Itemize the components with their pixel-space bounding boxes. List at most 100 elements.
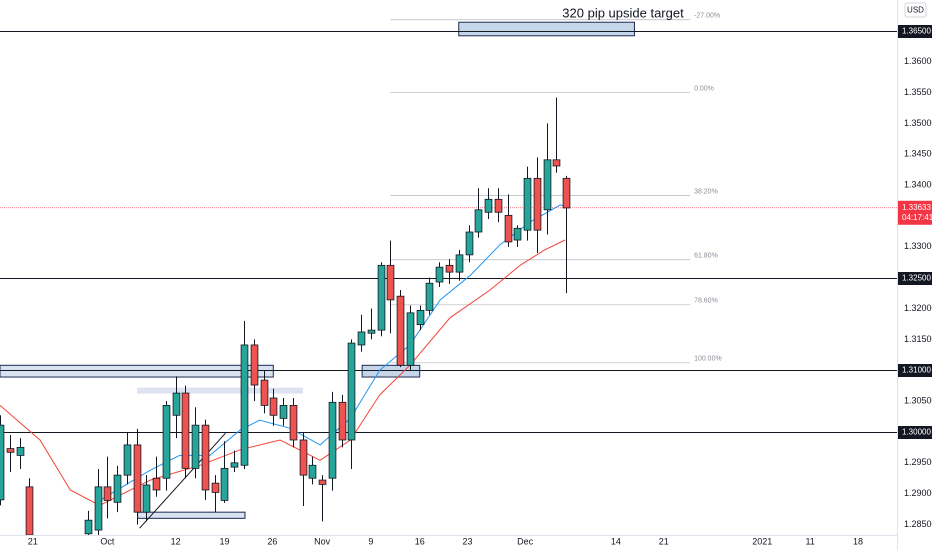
countdown-label: 04:17:41 <box>902 213 932 222</box>
candle-body <box>299 439 308 476</box>
last-price-box <box>898 200 932 225</box>
candle-body <box>142 484 151 513</box>
candle-body <box>0 424 5 501</box>
y-tick-label: 1.35000 <box>904 118 932 128</box>
x-tick-label: 21 <box>659 536 669 546</box>
x-tick-label: Nov <box>314 536 331 546</box>
price-label: 1.31000 <box>902 366 931 375</box>
candle-body <box>308 464 317 479</box>
y-tick-label: 1.28500 <box>904 519 932 529</box>
candle-body <box>425 282 434 311</box>
axes: 1.28500 1.29000 1.29500 1.30500 1.31500 1.320… <box>28 25 932 546</box>
candle-body <box>484 198 493 213</box>
zone <box>458 21 635 37</box>
y-tick-label: 1.34000 <box>904 179 932 189</box>
y-tick-label: 1.30500 <box>904 395 932 405</box>
x-tick-label: 18 <box>853 536 863 546</box>
candle-body <box>220 467 229 501</box>
candle-body <box>543 159 552 211</box>
candle-body <box>474 209 483 233</box>
candle-body <box>338 401 347 441</box>
y-tick-label: 1.34500 <box>904 149 932 159</box>
trendline <box>139 432 226 529</box>
candle-body <box>465 231 474 256</box>
candle-body <box>211 482 220 493</box>
candle-body <box>240 344 249 466</box>
candle-body <box>260 379 269 406</box>
candle-body <box>406 312 415 366</box>
candle-body <box>494 198 503 213</box>
fib-label: 61.80% <box>694 253 718 260</box>
candle-body <box>16 446 25 456</box>
y-tick-label: 1.33000 <box>904 241 932 251</box>
candle-body <box>162 405 171 479</box>
fib-label: 100.00% <box>694 356 722 363</box>
x-tick-label: Oct <box>100 536 115 546</box>
x-tick-label: 26 <box>267 536 277 546</box>
candle-body <box>357 331 366 346</box>
candle-body <box>201 424 210 491</box>
candle-body <box>6 448 15 453</box>
candle-body <box>455 254 464 273</box>
candle-body <box>123 444 132 476</box>
y-tick-label: 1.29500 <box>904 457 932 467</box>
candle-body <box>513 227 522 241</box>
y-tick-label: 1.32000 <box>904 303 932 313</box>
candle-body <box>347 342 356 441</box>
zone <box>361 364 421 378</box>
candle-body <box>562 177 571 209</box>
currency-box[interactable] <box>904 2 927 18</box>
y-tick-label: 1.31500 <box>904 334 932 344</box>
currency[interactable]: USD <box>907 6 924 15</box>
candle-body <box>94 486 103 531</box>
candle-body <box>152 477 161 491</box>
candle-body <box>84 519 93 535</box>
candle-body <box>552 159 561 167</box>
x-tick-label: 9 <box>368 536 373 546</box>
candle-body <box>504 214 513 243</box>
candle-body <box>133 444 142 513</box>
candle-body <box>181 392 190 469</box>
zone <box>0 364 274 378</box>
candle-body <box>523 177 532 231</box>
annotation: 320 pip upside target <box>562 5 684 20</box>
last-price-label: 1.33633 <box>902 203 931 212</box>
x-tick-label: 2021 <box>752 536 772 546</box>
candle-body <box>250 344 259 386</box>
candle-body <box>103 486 112 501</box>
x-tick-label: 19 <box>219 536 229 546</box>
candle-body <box>396 295 405 366</box>
candle-body <box>172 392 181 416</box>
x-tick-label: Dec <box>517 536 534 546</box>
candle-body <box>367 329 376 334</box>
x-tick-label: 12 <box>171 536 181 546</box>
fib-label: 38.20% <box>694 188 718 195</box>
candle-body <box>25 486 34 535</box>
price-label: 1.30000 <box>902 428 931 437</box>
price-label-box <box>898 426 932 439</box>
candle-body <box>191 424 200 469</box>
x-tick-label: 23 <box>463 536 473 546</box>
candle-body <box>416 309 425 325</box>
y-tick-label: 1.35500 <box>904 87 932 97</box>
candle-body <box>289 405 298 441</box>
candle-body <box>279 405 288 419</box>
fib-label: 0.00% <box>694 85 714 92</box>
candle-body <box>377 264 386 331</box>
x-tick-label: 14 <box>611 536 621 546</box>
price-label-box <box>898 272 932 285</box>
y-tick-label: 1.29000 <box>904 488 932 498</box>
price-label: 1.36500 <box>902 27 931 36</box>
x-tick-label: 21 <box>28 536 38 546</box>
price-label-box <box>898 364 932 377</box>
candle-body <box>318 479 327 485</box>
candle-body <box>113 474 122 503</box>
x-tick-label: 16 <box>415 536 425 546</box>
fib-label: -27.00% <box>694 13 720 20</box>
zone <box>137 387 304 394</box>
candle-body <box>230 462 239 468</box>
candle-body <box>328 401 337 479</box>
price-label-box <box>898 25 932 38</box>
